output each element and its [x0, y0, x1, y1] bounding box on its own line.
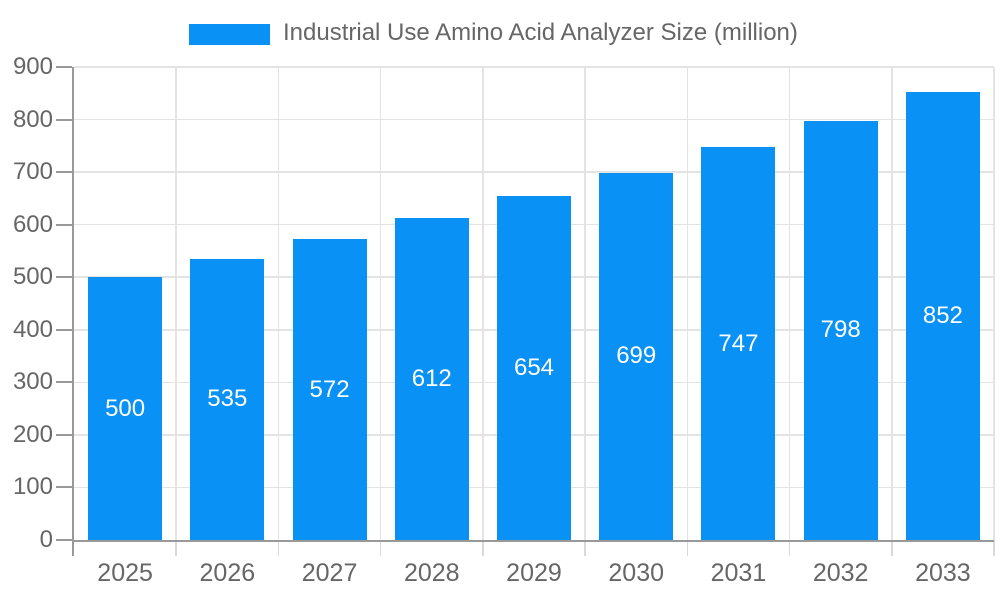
x-tick-label: 2026: [199, 559, 256, 587]
x-gridline: [482, 67, 484, 540]
plot-area: 500 535 572 612 654 699 747 798 852: [56, 66, 995, 556]
y-axis-line: [72, 67, 74, 556]
bar: 852: [905, 92, 980, 540]
y-tick-label: 100: [12, 473, 53, 501]
x-tick-label: 2032: [812, 559, 869, 587]
bar: 747: [701, 147, 776, 540]
bar-value-label: 654: [513, 354, 555, 382]
x-axis-tick: [277, 540, 280, 556]
x-axis-tick: [175, 540, 177, 556]
x-axis-tick: [993, 540, 995, 556]
x-tick-label: 2029: [506, 559, 562, 587]
y-tick-label: 800: [12, 105, 53, 133]
y-axis-tick: [56, 539, 72, 541]
bar: 654: [497, 196, 571, 540]
x-gridline: [277, 67, 280, 540]
y-gridline: [74, 66, 994, 68]
y-axis-tick: [56, 328, 72, 331]
y-tick-label: 500: [12, 263, 53, 291]
bar-value-label: 535: [207, 385, 248, 413]
x-axis-tick: [482, 540, 484, 556]
y-tick-label: 900: [12, 53, 53, 80]
x-gridline: [788, 67, 791, 540]
x-axis-tick: [891, 540, 893, 556]
bar: 500: [88, 277, 163, 540]
bar: 699: [599, 172, 674, 540]
y-axis-tick: [56, 486, 72, 489]
x-gridline: [379, 67, 382, 540]
bar-value-label: 747: [718, 329, 759, 357]
x-axis-tick: [379, 540, 382, 556]
y-axis-tick: [56, 66, 72, 68]
x-gridline: [993, 67, 995, 540]
x-tick-label: 2025: [97, 559, 153, 587]
x-tick-label: 2027: [301, 559, 358, 587]
x-axis-tick: [788, 540, 791, 556]
x-axis-line: [72, 540, 994, 542]
y-tick-label: 200: [12, 420, 53, 448]
bar: 798: [803, 120, 878, 540]
bar-value-label: 798: [820, 316, 861, 344]
y-axis-tick: [56, 433, 72, 436]
y-tick-label: 300: [12, 368, 53, 396]
x-tick-label: 2030: [608, 559, 665, 587]
bar: 572: [292, 239, 367, 540]
x-tick-label: 2033: [915, 559, 971, 587]
bar-value-label: 852: [922, 302, 963, 330]
x-axis-tick: [686, 540, 689, 556]
x-tick-label: 2028: [403, 559, 460, 587]
x-gridline: [584, 67, 586, 540]
bar-value-label: 500: [105, 394, 146, 422]
y-tick-label: 400: [12, 315, 53, 343]
x-gridline: [891, 67, 893, 540]
x-axis-tick: [584, 540, 586, 556]
y-gridline: [74, 118, 994, 121]
y-axis-tick: [56, 171, 72, 174]
legend-label: Industrial Use Amino Acid Analyzer Size …: [283, 19, 798, 46]
y-axis-tick: [56, 381, 72, 384]
y-gridline: [74, 171, 994, 173]
y-axis-tick: [56, 223, 72, 226]
bar-value-label: 699: [616, 342, 657, 370]
bar-value-label: 572: [309, 375, 350, 403]
bar: 535: [190, 258, 265, 540]
bar: 612: [394, 218, 469, 540]
x-gridline: [175, 67, 177, 540]
x-gridline: [686, 67, 689, 540]
legend-item[interactable]: Industrial Use Amino Acid Analyzer Size …: [189, 20, 798, 46]
y-tick-label: 600: [12, 210, 53, 238]
y-tick-label: 0: [39, 526, 53, 553]
y-axis-tick: [56, 118, 72, 121]
bar-value-label: 612: [411, 365, 452, 393]
y-axis-tick: [56, 276, 72, 279]
legend-swatch: [189, 23, 270, 45]
x-tick-label: 2031: [710, 559, 767, 587]
y-tick-label: 700: [12, 158, 53, 186]
